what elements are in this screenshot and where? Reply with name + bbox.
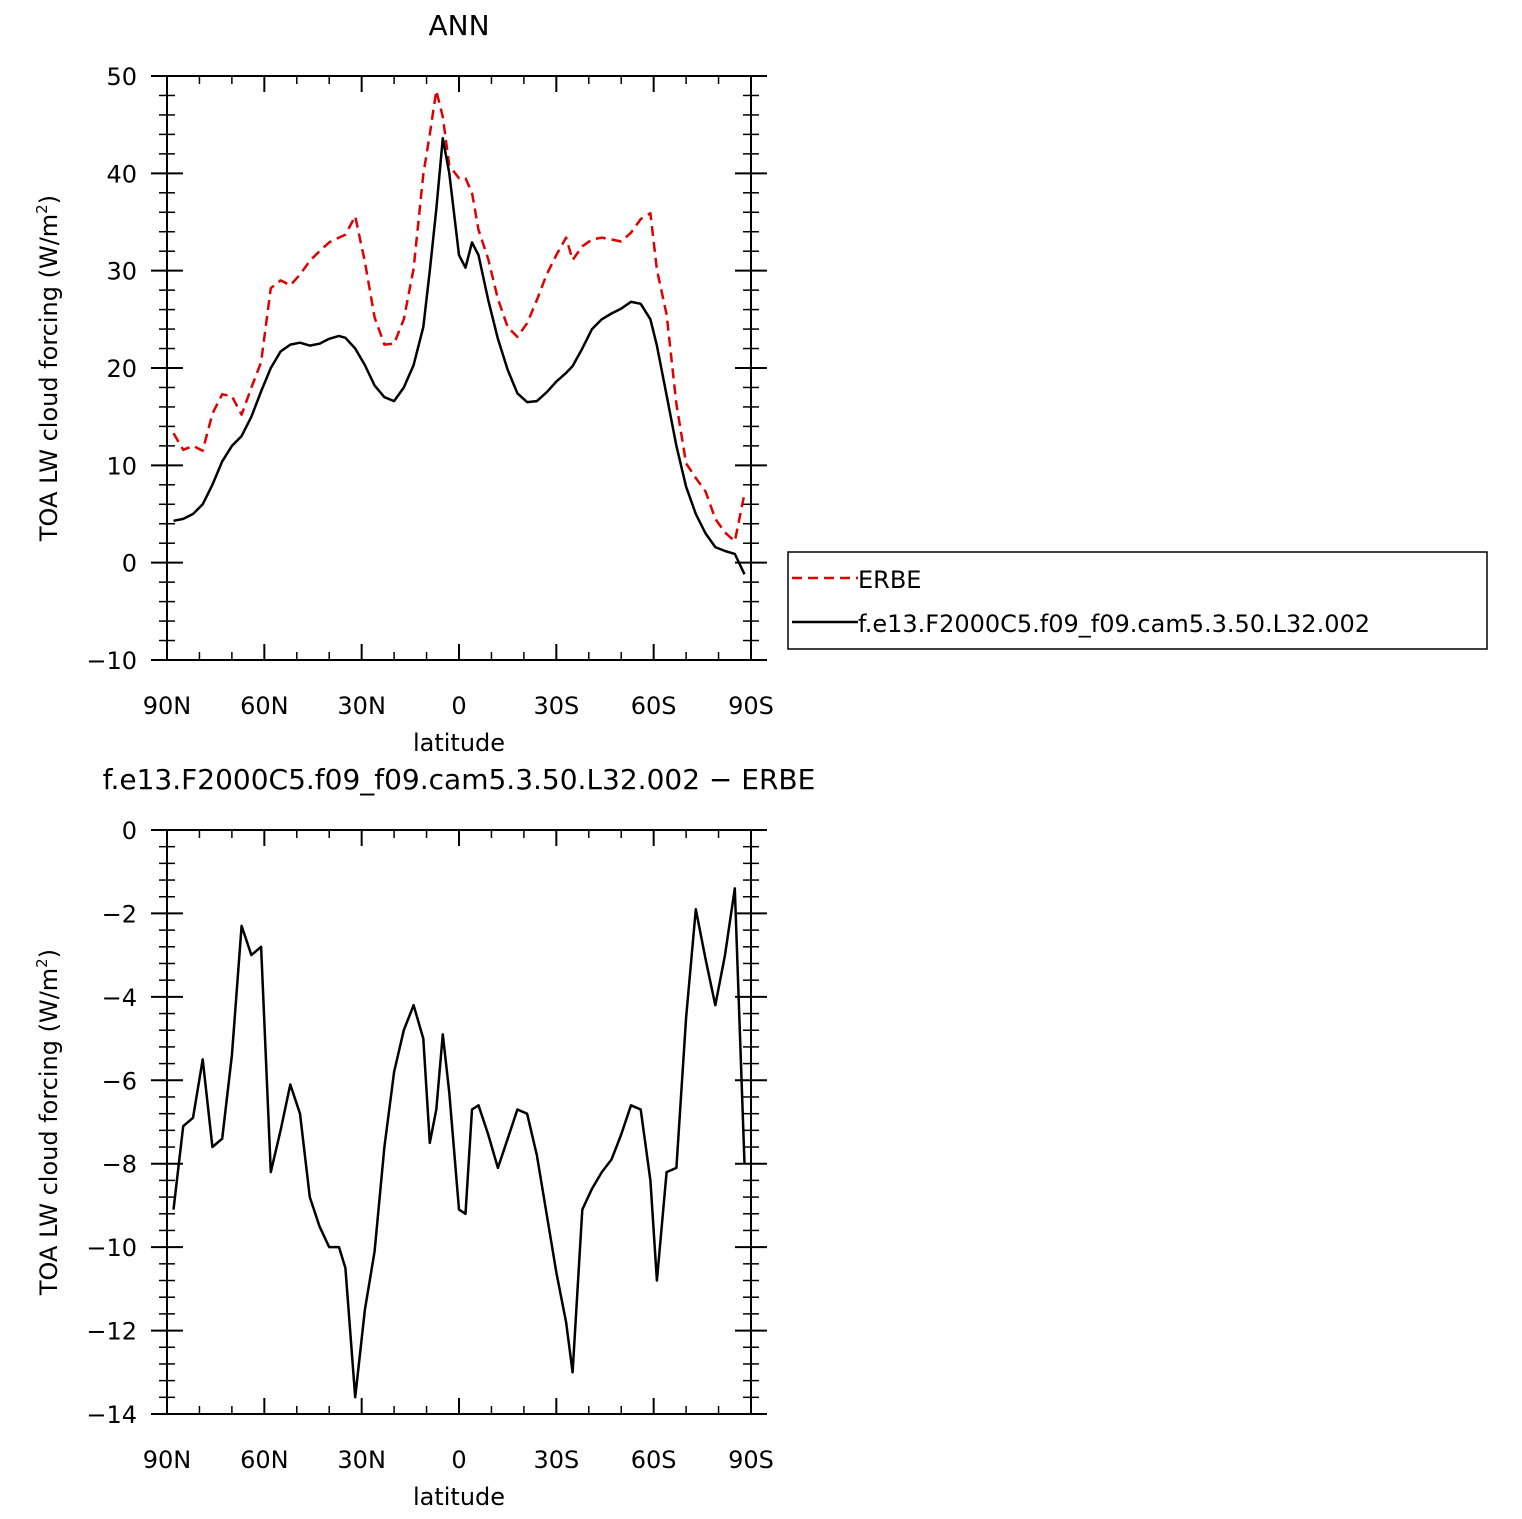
top-xtick-label: 60N bbox=[240, 692, 289, 720]
bottom-series-line-0 bbox=[172, 887, 746, 1399]
legend: ERBE f.e13.F2000C5.f09_f09.cam5.3.50.L32… bbox=[787, 551, 1488, 650]
bottom-chart-ticks bbox=[151, 829, 767, 1415]
bottom-chart-lines bbox=[172, 887, 746, 1399]
top-xtick-label: 90N bbox=[143, 692, 192, 720]
bottom-ytick-label: −12 bbox=[86, 1318, 137, 1346]
top-chart-tick-labels: 90N 60N 30N 0 30S 60S 90S 50 40 30 20 10 0 −10 bbox=[86, 63, 774, 720]
legend-box bbox=[787, 551, 1488, 650]
bottom-xtick-label: 30N bbox=[337, 1446, 386, 1474]
top-xtick-label: 0 bbox=[451, 692, 466, 720]
bottom-xtick-label: 60N bbox=[240, 1446, 289, 1474]
bottom-chart-ylabel-sup: 2 bbox=[33, 958, 51, 968]
bottom-chart: f.e13.F2000C5.f09_f09.cam5.3.50.L32.002 … bbox=[33, 763, 815, 1511]
top-xtick-label: 60S bbox=[631, 692, 677, 720]
bottom-ytick-label: −8 bbox=[102, 1151, 137, 1179]
bottom-ytick-label: −6 bbox=[102, 1067, 137, 1095]
bottom-chart-title: f.e13.F2000C5.f09_f09.cam5.3.50.L32.002 … bbox=[103, 763, 816, 796]
bottom-xtick-label: 90N bbox=[143, 1446, 192, 1474]
top-ytick-label: 50 bbox=[106, 63, 137, 91]
top-chart-ticks bbox=[151, 75, 767, 661]
bottom-ytick-label: 0 bbox=[122, 817, 137, 845]
top-chart-ylabel-main: TOA LW cloud forcing (W/m bbox=[35, 214, 63, 542]
bottom-ytick-label: −14 bbox=[86, 1401, 137, 1429]
top-series-line-1 bbox=[173, 137, 746, 575]
bottom-chart-ylabel-close: ) bbox=[35, 949, 63, 958]
top-chart-ylabel: TOA LW cloud forcing (W/m2) bbox=[33, 195, 63, 542]
top-ytick-label: 30 bbox=[106, 258, 137, 286]
bottom-xtick-label: 90S bbox=[728, 1446, 774, 1474]
top-ytick-label: 20 bbox=[106, 355, 137, 383]
bottom-xtick-label: 30S bbox=[533, 1446, 579, 1474]
legend-label-model: f.e13.F2000C5.f09_f09.cam5.3.50.L32.002 bbox=[858, 610, 1370, 638]
bottom-ytick-label: −4 bbox=[102, 984, 137, 1012]
bottom-ytick-label: −2 bbox=[102, 900, 137, 928]
bottom-chart-frame bbox=[166, 829, 752, 1415]
top-xtick-label: 30N bbox=[337, 692, 386, 720]
top-ytick-label: 40 bbox=[106, 160, 137, 188]
legend-label-erbe: ERBE bbox=[858, 566, 921, 594]
top-chart: ANN 90N 60N 30N 0 30S 60S 90S 50 40 30 20 10 0 −10 la… bbox=[33, 9, 774, 757]
top-xtick-label: 30S bbox=[533, 692, 579, 720]
bottom-chart-ylabel-main: TOA LW cloud forcing (W/m bbox=[35, 968, 63, 1296]
top-ytick-label: 0 bbox=[122, 550, 137, 578]
top-chart-frame bbox=[166, 75, 752, 661]
top-chart-xlabel: latitude bbox=[413, 729, 505, 757]
top-xtick-label: 90S bbox=[728, 692, 774, 720]
top-chart-lines bbox=[172, 89, 746, 575]
top-ytick-label: 10 bbox=[106, 452, 137, 480]
bottom-chart-tick-labels: 90N 60N 30N 0 30S 60S 90S 0 −2 −4 −6 −8 −10 −12 −14 bbox=[86, 817, 774, 1474]
top-chart-ylabel-sup: 2 bbox=[33, 204, 51, 214]
bottom-chart-xlabel: latitude bbox=[413, 1483, 505, 1511]
top-chart-title: ANN bbox=[428, 9, 489, 42]
bottom-xtick-label: 0 bbox=[451, 1446, 466, 1474]
bottom-ytick-label: −10 bbox=[86, 1234, 137, 1262]
bottom-xtick-label: 60S bbox=[631, 1446, 677, 1474]
bottom-chart-ylabel: TOA LW cloud forcing (W/m2) bbox=[33, 949, 63, 1296]
top-ytick-label: −10 bbox=[86, 647, 137, 675]
top-series-line-0 bbox=[172, 89, 746, 543]
top-chart-ylabel-close: ) bbox=[35, 195, 63, 204]
